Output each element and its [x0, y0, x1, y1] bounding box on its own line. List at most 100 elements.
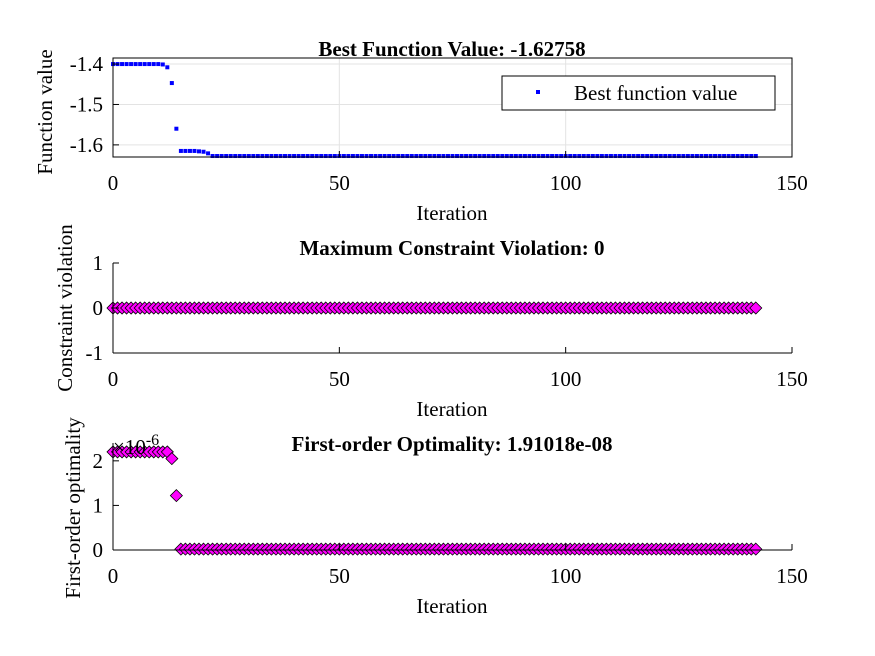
- data-point: [215, 154, 220, 159]
- x-tick-label: 50: [329, 367, 350, 391]
- data-point: [708, 154, 713, 159]
- data-point: [237, 154, 242, 159]
- data-point: [550, 154, 555, 159]
- plot-title: Best Function Value: -1.62758: [318, 37, 585, 61]
- data-point: [658, 154, 663, 159]
- data-point: [473, 154, 478, 159]
- data-point: [414, 154, 419, 159]
- data-point: [187, 148, 192, 153]
- x-tick-label: 150: [776, 367, 808, 391]
- data-point: [568, 154, 573, 159]
- y-tick-label: -1.5: [70, 92, 103, 116]
- data-point: [559, 154, 564, 159]
- data-point: [595, 154, 600, 159]
- data-point: [400, 154, 405, 159]
- x-tick-label: 150: [776, 171, 808, 195]
- data-point: [740, 154, 745, 159]
- data-point: [160, 62, 165, 67]
- y-tick-label: 1: [93, 493, 104, 517]
- data-point: [649, 154, 654, 159]
- data-point: [477, 154, 482, 159]
- data-point: [246, 154, 251, 159]
- data-point: [264, 154, 269, 159]
- data-point: [703, 154, 708, 159]
- data-point: [142, 62, 147, 67]
- data-point: [672, 154, 677, 159]
- data-point: [717, 154, 722, 159]
- data-point: [129, 62, 134, 67]
- data-point: [156, 62, 161, 67]
- data-point: [319, 154, 324, 159]
- data-point: [536, 154, 541, 159]
- data-point: [445, 154, 450, 159]
- data-point: [197, 149, 202, 154]
- data-point: [364, 154, 369, 159]
- data-point: [681, 154, 686, 159]
- data-point: [722, 154, 727, 159]
- data-point: [486, 154, 491, 159]
- data-point: [283, 154, 288, 159]
- y-tick-label: -1: [86, 341, 104, 365]
- data-point: [133, 62, 138, 67]
- data-point: [405, 154, 410, 159]
- data-point: [269, 154, 274, 159]
- data-point: [636, 154, 641, 159]
- y-tick-label: -1.4: [70, 52, 104, 76]
- y-tick-label: 1: [93, 251, 104, 275]
- data-point: [599, 154, 604, 159]
- plot-best-function-value: 0 50 100 150 -1.4 -1.5 -1.6 Best Function Valu…: [33, 37, 808, 225]
- data-point: [753, 154, 758, 159]
- data-point: [260, 154, 265, 159]
- data-point: [423, 154, 428, 159]
- data-point: [341, 154, 346, 159]
- data-point: [640, 154, 645, 159]
- y-tick-label: 2: [93, 449, 104, 473]
- plot-first-order-optimality: 0 50 100 150 2 1 0 First-order Optimality: 1.9…: [61, 417, 808, 618]
- data-point: [518, 154, 523, 159]
- data-point: [251, 154, 256, 159]
- data-point: [192, 148, 197, 153]
- plot-title: First-order Optimality: 1.91018e-08: [292, 432, 613, 456]
- x-tick-label: 0: [108, 171, 119, 195]
- data-point: [726, 154, 731, 159]
- data-point: [504, 154, 509, 159]
- data-point: [509, 154, 514, 159]
- data-point: [749, 301, 763, 315]
- data-point: [627, 154, 632, 159]
- data-point: [183, 148, 188, 153]
- data-point: [586, 154, 591, 159]
- data-point: [310, 154, 315, 159]
- y-exponent-label: ×10-6: [113, 432, 159, 459]
- data-point: [418, 154, 423, 159]
- x-axis-label: Iteration: [416, 397, 488, 421]
- data-point: [409, 154, 414, 159]
- x-tick-label: 150: [776, 564, 808, 588]
- data-point: [685, 154, 690, 159]
- data-point: [178, 148, 183, 153]
- data-point: [147, 62, 152, 67]
- data-point: [369, 154, 374, 159]
- legend-box: [501, 75, 776, 111]
- data-point: [210, 154, 215, 159]
- data-point: [296, 154, 301, 159]
- data-point: [731, 154, 736, 159]
- data-point: [355, 154, 360, 159]
- data-point: [165, 65, 170, 70]
- data-point: [151, 62, 156, 67]
- data-point: [387, 154, 392, 159]
- plot-frame: [112, 57, 793, 158]
- data-point: [495, 154, 500, 159]
- data-point: [482, 154, 487, 159]
- y-exponent-base: ×10: [113, 435, 146, 459]
- data-point: [690, 154, 695, 159]
- data-point: [713, 154, 718, 159]
- data-point: [332, 154, 337, 159]
- data-point: [667, 154, 672, 159]
- data-point: [378, 154, 383, 159]
- data-point: [590, 154, 595, 159]
- data-point: [287, 154, 292, 159]
- data-point: [373, 154, 378, 159]
- data-points: [106, 445, 763, 556]
- data-point: [436, 154, 441, 159]
